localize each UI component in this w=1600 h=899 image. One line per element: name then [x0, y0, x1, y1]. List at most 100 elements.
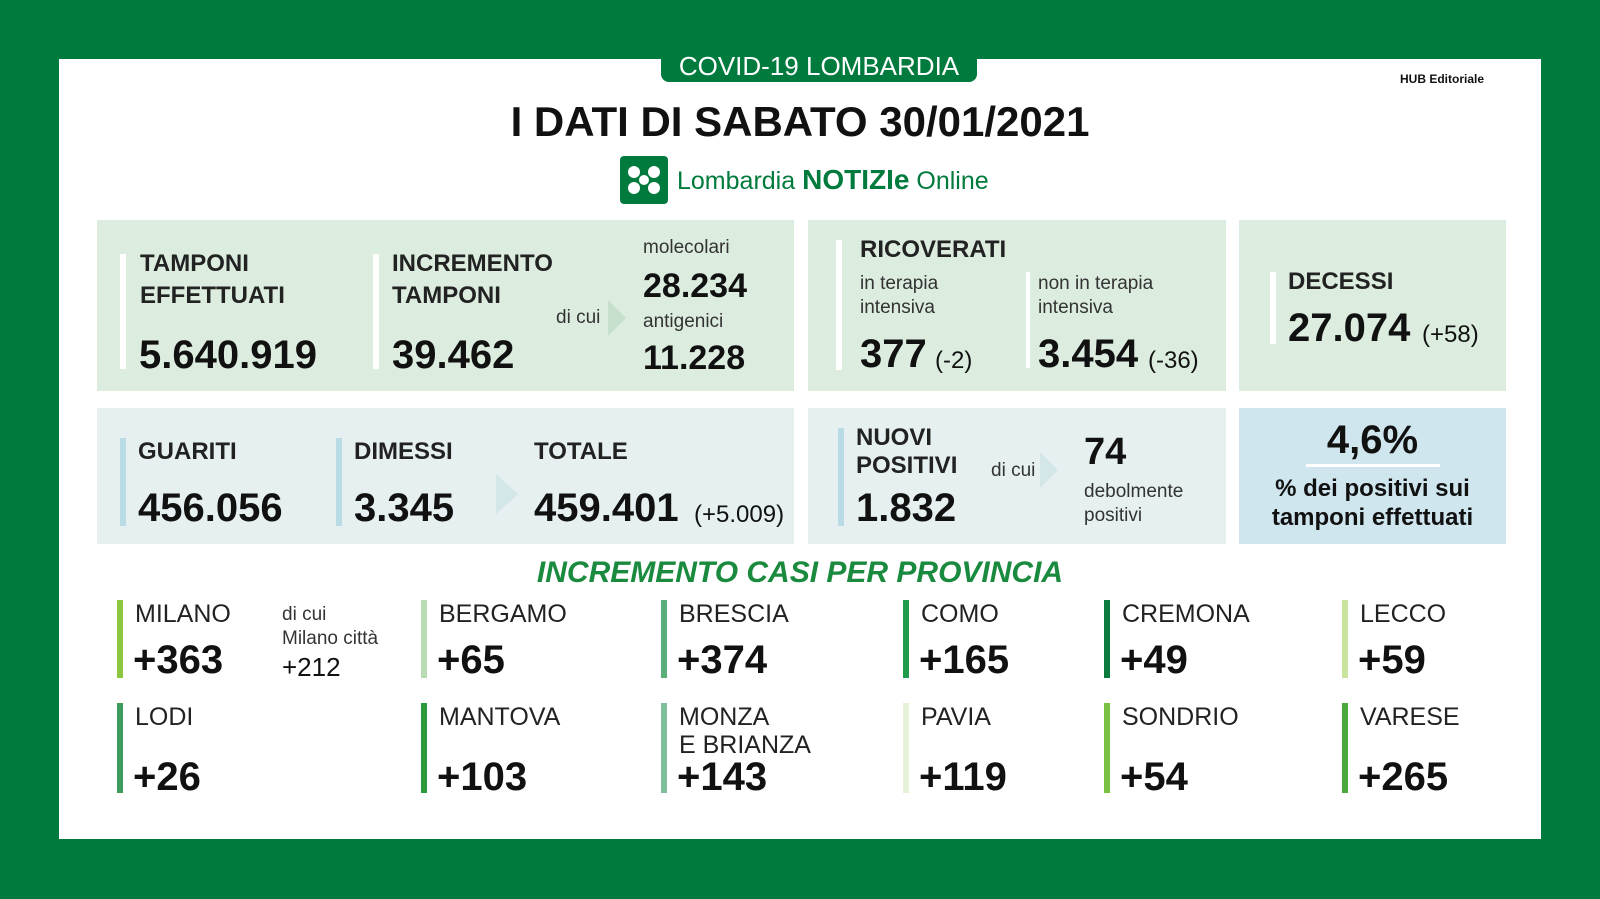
value: 27.074 [1288, 306, 1411, 350]
province-name: VARESE [1360, 703, 1460, 731]
province-bar [1342, 703, 1348, 793]
label: % dei positivi sui [1275, 475, 1470, 502]
divider [120, 438, 126, 526]
value: 4,6% [1326, 418, 1419, 462]
divider [836, 240, 842, 370]
province-value: +363 [133, 638, 224, 682]
province-name: LODI [135, 703, 194, 731]
delta: (+58) [1422, 321, 1479, 348]
label: Milano città [282, 628, 379, 649]
logo-notizie: NOTIZIe [802, 164, 910, 195]
label: debolmente [1084, 481, 1184, 502]
label: DECESSI [1288, 268, 1394, 295]
province-bar [117, 703, 123, 793]
label: POSITIVI [856, 452, 958, 479]
logo-text: Lombardia NOTIZIe Online [677, 164, 989, 196]
divider [373, 254, 379, 369]
label: tamponi effettuati [1271, 504, 1474, 531]
label: molecolari [643, 237, 730, 258]
di-cui: di cui [991, 460, 1036, 481]
province-bar [903, 600, 909, 678]
label: TAMPONI [140, 250, 249, 277]
province-bar [661, 600, 667, 678]
arrow [608, 300, 626, 336]
label: TOTALE [534, 438, 628, 465]
label: antigenici [643, 311, 724, 332]
province-value: +119 [919, 755, 1007, 799]
arrow [1040, 452, 1058, 488]
value: 3.345 [354, 486, 455, 530]
value: 39.462 [392, 333, 515, 377]
province-name: MILANO [135, 600, 231, 628]
label: di cui [282, 604, 327, 625]
province-value: +49 [1120, 638, 1188, 682]
credit: HUB Editoriale [1400, 72, 1485, 86]
title: I DATI DI SABATO 30/01/2021 [510, 98, 1090, 145]
label: in terapia [860, 273, 939, 294]
label: GUARITI [138, 438, 237, 465]
value: 1.832 [856, 486, 957, 530]
underline [1306, 464, 1440, 467]
value: 74 [1084, 431, 1127, 473]
panel-percentuale [1239, 408, 1506, 544]
province-value: +65 [437, 638, 505, 682]
logo-brand: Lombardia [677, 167, 796, 195]
province-name: LECCO [1360, 600, 1447, 628]
province-value: +59 [1358, 638, 1426, 682]
logo-online: Online [916, 167, 989, 195]
value: +212 [282, 652, 341, 682]
label: TAMPONI [392, 282, 501, 309]
province-name: PAVIA [921, 703, 991, 731]
value: 11.228 [643, 339, 746, 377]
divider [1026, 272, 1030, 368]
province-name: BERGAMO [439, 600, 567, 628]
label: DIMESSI [354, 438, 453, 465]
province-value: +103 [437, 755, 528, 799]
label: non in terapia [1038, 273, 1154, 294]
province-bar [661, 703, 667, 793]
delta: (+5.009) [694, 501, 785, 528]
province-bar [421, 703, 427, 793]
province-bar [903, 703, 909, 793]
logo-icon [620, 156, 668, 204]
value: 28.234 [643, 267, 747, 305]
label: INCREMENTO [392, 250, 553, 277]
label: positivi [1084, 505, 1143, 526]
province-value: +374 [677, 638, 768, 682]
province-value: +165 [919, 638, 1010, 682]
province-name: CREMONA [1122, 600, 1250, 628]
delta: (-2) [935, 347, 973, 374]
label: EFFETTUATI [140, 282, 285, 309]
value: 456.056 [138, 486, 283, 530]
divider [1270, 272, 1276, 344]
province-name: BRESCIA [679, 600, 789, 628]
section-title: INCREMENTO CASI PER PROVINCIA [536, 556, 1064, 589]
logo-flower [628, 166, 660, 194]
label: RICOVERATI [860, 236, 1007, 263]
province-bar [421, 600, 427, 678]
badge: COVID-19 LOMBARDIA [661, 50, 977, 82]
province-bar [1342, 600, 1348, 678]
label: NUOVI [856, 424, 933, 451]
delta: (-36) [1148, 347, 1199, 374]
divider [336, 438, 342, 526]
label: intensiva [1038, 297, 1113, 318]
panel-decessi [1239, 220, 1506, 391]
di-cui: di cui [556, 307, 601, 328]
value: 3.454 [1038, 332, 1139, 376]
province-name: MONZA E BRIANZA [679, 703, 811, 759]
province-name: MANTOVA [439, 703, 561, 731]
province-name: COMO [921, 600, 999, 628]
value: 459.401 [534, 486, 679, 530]
panel-guariti [97, 408, 794, 544]
province-value: +54 [1120, 755, 1188, 799]
province-bar [1104, 703, 1110, 793]
value: 5.640.919 [139, 333, 317, 377]
province-bar [1104, 600, 1110, 678]
value: 377 [860, 332, 927, 376]
province-value: +26 [133, 755, 201, 799]
arrow [496, 474, 518, 514]
divider [120, 254, 126, 369]
province-value: +143 [677, 755, 768, 799]
